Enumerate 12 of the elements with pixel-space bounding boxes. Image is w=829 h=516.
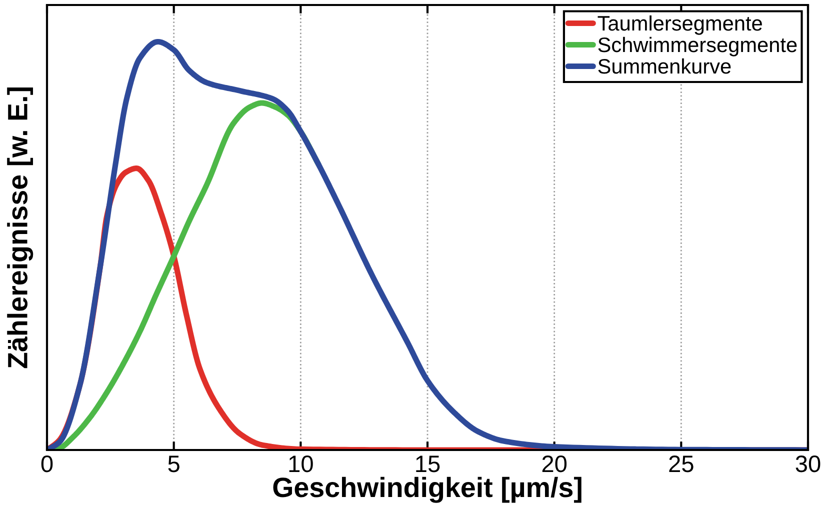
x-tick-label: 25 [669,455,694,472]
x-tick-label: 30 [796,455,820,472]
x-tick-label: 0 [41,455,53,472]
x-tick-label: 15 [416,456,440,472]
x-tick-label: 10 [289,455,313,472]
x-axis-title: Geschwindigkeit [µm/s] [273,476,582,503]
x-tick-label: 20 [542,455,567,472]
legend-label: Summenkurve [598,58,731,74]
legend-label: Schwimmersegmente [598,36,797,56]
legend-label: Taumlersegmente [598,15,762,35]
x-tick-label: 5 [168,456,180,472]
y-axis-title: Zählereignisse [w. E.] [7,88,34,368]
